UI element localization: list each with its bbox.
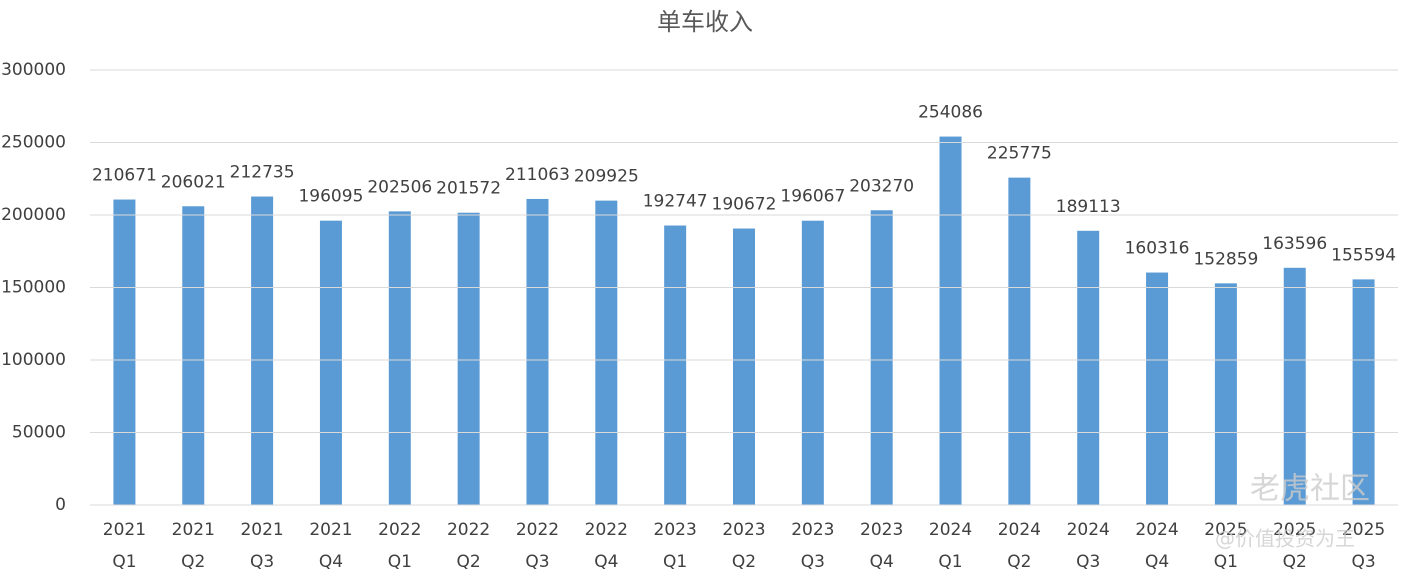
x-tick-label: 2022: [447, 520, 490, 540]
value-label: 196095: [298, 187, 363, 207]
x-tick-label: 2022: [516, 520, 559, 540]
x-tick-label: Q3: [801, 552, 825, 570]
x-tick-label: Q2: [181, 552, 205, 570]
value-label: 189113: [1056, 197, 1121, 217]
y-tick-label: 150000: [1, 278, 66, 298]
value-label: 210671: [92, 166, 157, 186]
x-tick-label: 2023: [722, 520, 765, 540]
x-tick-label: 2025: [1273, 520, 1316, 540]
bar: [1214, 283, 1237, 505]
y-tick-label: 250000: [1, 133, 66, 153]
x-tick-label: 2021: [309, 520, 352, 540]
chart-title: 单车收入: [657, 8, 753, 36]
value-label: 212735: [230, 163, 295, 183]
x-tick-label: Q1: [1214, 552, 1238, 570]
watermark: 老虎社区: [1250, 472, 1370, 507]
value-label: 211063: [505, 165, 570, 185]
bar: [388, 211, 411, 505]
value-label: 225775: [987, 144, 1052, 164]
bar: [457, 212, 480, 506]
x-tick-label: Q4: [594, 552, 618, 570]
value-label: 160316: [1125, 239, 1190, 259]
x-tick-label: 2023: [791, 520, 834, 540]
value-label: 254086: [918, 103, 983, 123]
x-tick-label: Q3: [250, 552, 274, 570]
x-tick-label: 2021: [240, 520, 283, 540]
x-tick-label: Q1: [663, 552, 687, 570]
bar: [1008, 177, 1031, 505]
bar: [251, 196, 274, 506]
y-tick-label: 0: [55, 495, 66, 515]
x-tick-label: Q3: [525, 552, 549, 570]
x-tick-label: 2024: [1135, 520, 1178, 540]
x-tick-label: Q1: [112, 552, 136, 570]
value-label: 203270: [849, 176, 914, 196]
bar: [113, 199, 136, 506]
value-label: 190672: [712, 195, 777, 215]
bar: [870, 210, 893, 506]
x-tick-label: 2022: [585, 520, 628, 540]
x-tick-label: 2023: [860, 520, 903, 540]
bar: [526, 198, 549, 505]
value-label: 192747: [643, 192, 708, 212]
x-tick-label: Q4: [870, 552, 894, 570]
y-tick-label: 50000: [12, 423, 66, 443]
x-tick-label: 2025: [1342, 520, 1385, 540]
bar: [182, 206, 205, 506]
x-tick-label: Q4: [1145, 552, 1169, 570]
bar: [1146, 272, 1169, 505]
x-tick-label: Q1: [938, 552, 962, 570]
y-tick-label: 200000: [1, 205, 66, 225]
y-tick-label: 100000: [1, 350, 66, 370]
bar: [1283, 267, 1306, 505]
value-label: 209925: [574, 167, 639, 187]
x-tick-label: 2025: [1204, 520, 1247, 540]
value-label: 152859: [1193, 249, 1258, 269]
watermark: @价值投资为王: [1215, 527, 1355, 551]
x-tick-label: 2024: [1067, 520, 1110, 540]
x-tick-label: Q3: [1351, 552, 1375, 570]
value-label: 155594: [1331, 245, 1396, 265]
bar: [664, 225, 687, 505]
x-tick-label: 2022: [378, 520, 421, 540]
x-tick-label: Q2: [1007, 552, 1031, 570]
value-label: 201572: [436, 179, 501, 199]
bar: [1077, 230, 1100, 506]
value-label: 196067: [780, 187, 845, 207]
value-label: 163596: [1262, 234, 1327, 254]
bar: [319, 220, 342, 506]
x-tick-label: Q3: [1076, 552, 1100, 570]
bar: [1352, 279, 1375, 505]
bar: [939, 136, 962, 505]
x-tick-label: Q2: [457, 552, 481, 570]
value-label: 202506: [367, 177, 432, 197]
y-tick-label: 300000: [1, 60, 66, 80]
x-tick-label: 2024: [929, 520, 972, 540]
x-tick-label: Q2: [1283, 552, 1307, 570]
bar: [595, 200, 618, 505]
bar: [801, 220, 824, 505]
x-tick-label: 2021: [172, 520, 215, 540]
x-tick-label: Q2: [732, 552, 756, 570]
x-tick-label: Q1: [388, 552, 412, 570]
bar: [733, 228, 755, 505]
x-tick-label: 2021: [103, 520, 146, 540]
value-label: 206021: [161, 172, 226, 192]
x-tick-label: Q4: [319, 552, 343, 570]
x-tick-label: 2023: [654, 520, 697, 540]
x-tick-label: 2024: [998, 520, 1041, 540]
